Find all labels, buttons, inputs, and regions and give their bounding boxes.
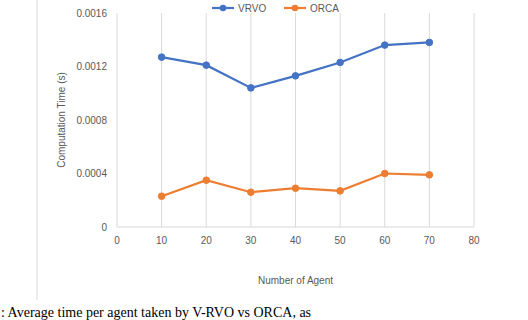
- y-tick-label: 0.0004: [76, 168, 107, 179]
- x-axis-line: [117, 227, 474, 228]
- x-tick-label: 0: [114, 235, 120, 246]
- series-point: [337, 188, 344, 195]
- legend-marker: [292, 5, 299, 12]
- series-point: [426, 172, 433, 179]
- grid-line: [206, 13, 207, 227]
- series-line: [162, 42, 430, 87]
- x-tick-label: 60: [379, 235, 391, 246]
- grid-line: [295, 13, 296, 227]
- legend-label: VRVO: [238, 3, 266, 14]
- x-tick-label: 80: [468, 235, 480, 246]
- series-point: [292, 73, 299, 80]
- grid-line: [474, 13, 475, 227]
- y-tick-label: 0: [101, 222, 107, 233]
- legend-marker: [220, 5, 227, 12]
- series-point: [248, 85, 255, 92]
- chart-container: 0 10 20 30 40 50 60 70 80 0 0.0004 0.0008 0.0012 0.00…: [0, 0, 528, 320]
- series-point: [337, 59, 344, 66]
- frame-edge: [37, 0, 38, 300]
- series-point: [381, 170, 388, 177]
- series-point: [203, 62, 210, 69]
- series-line: [162, 174, 430, 197]
- y-tick-label: 0.0008: [76, 115, 107, 126]
- x-tick-label: 10: [156, 235, 168, 246]
- y-tick-label: 0.0016: [76, 8, 107, 19]
- x-tick-label: 20: [201, 235, 213, 246]
- series-point: [158, 193, 165, 200]
- series-point: [158, 54, 165, 61]
- series-point: [381, 42, 388, 49]
- x-tick-label: 50: [335, 235, 347, 246]
- series-point: [292, 185, 299, 192]
- grid-line: [117, 13, 118, 227]
- x-tick-label: 70: [424, 235, 436, 246]
- x-tick-label: 40: [290, 235, 302, 246]
- chart-svg: 0 10 20 30 40 50 60 70 80 0 0.0004 0.0008 0.0012 0.00…: [0, 0, 528, 320]
- legend-label: ORCA: [310, 3, 339, 14]
- series-point: [248, 189, 255, 196]
- plot-area: [158, 39, 432, 199]
- caption: : Average time per agent taken by V-RVO …: [1, 305, 311, 320]
- x-tick-label: 30: [245, 235, 257, 246]
- series-point: [426, 39, 433, 46]
- series-point: [203, 177, 210, 184]
- x-axis-title: Number of Agent: [258, 275, 333, 286]
- y-axis-title: Computation Time (s): [56, 72, 67, 168]
- grid-line: [340, 13, 341, 227]
- legend: VRVO ORCA: [212, 3, 339, 14]
- y-tick-label: 0.0012: [76, 61, 107, 72]
